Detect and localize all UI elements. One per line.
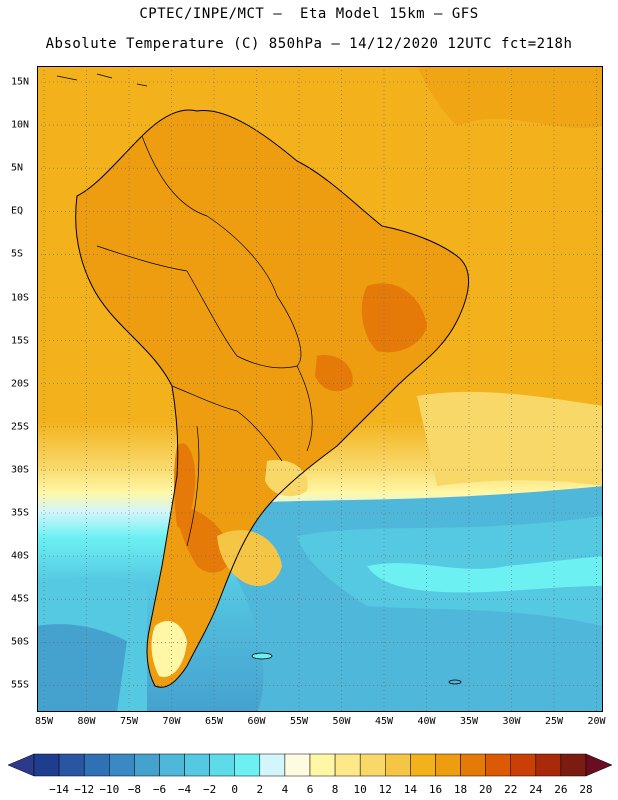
colorbar-label: 0 xyxy=(231,783,239,796)
lon-label: 60W xyxy=(247,716,266,727)
warm-band-atlantic-2 xyxy=(417,66,603,129)
colorbar-low-arrow xyxy=(7,753,35,777)
colorbar-label: 4 xyxy=(281,783,289,796)
cold-patch-south-3 xyxy=(367,556,603,593)
lat-label: 45S xyxy=(11,593,30,605)
lon-label: 65W xyxy=(204,716,224,727)
colorbar-swatch xyxy=(58,753,85,777)
lon-label: 40W xyxy=(417,716,436,727)
lat-label: 50S xyxy=(11,636,30,648)
cool-pocket-uruguay xyxy=(265,460,308,497)
map-title-line2: Absolute Temperature (C) 850hPa – 14/12/… xyxy=(45,36,573,52)
lon-label: 50W xyxy=(332,716,351,727)
colorbar-label: −10 xyxy=(99,783,120,796)
colorbar-label: 2 xyxy=(256,783,264,796)
colorbar-label: −8 xyxy=(127,783,141,796)
lat-label: 15S xyxy=(11,335,30,347)
colorbar-swatch xyxy=(410,753,436,777)
lat-label: 20S xyxy=(11,378,30,390)
falkland-islands xyxy=(251,652,273,660)
colorbar-swatch xyxy=(510,753,537,777)
colorbar-label: −4 xyxy=(177,783,192,796)
colorbar-label: 8 xyxy=(331,783,339,796)
lat-label: 40S xyxy=(11,550,30,562)
colorbar-label: −2 xyxy=(203,783,217,796)
colorbar-label: −6 xyxy=(152,783,167,796)
lat-label: 55S xyxy=(11,679,30,691)
colorbar-label: 10 xyxy=(353,783,367,796)
lat-label: 35S xyxy=(11,507,30,519)
map-frame xyxy=(37,66,603,712)
lon-label: 45W xyxy=(374,716,394,727)
colorbar-swatch xyxy=(435,753,461,777)
colorbar-swatch xyxy=(284,753,311,777)
colorbar-label: 14 xyxy=(403,783,417,796)
colorbar-swatch xyxy=(535,753,562,777)
colorbar-swatch xyxy=(33,753,60,777)
colorbar-swatch xyxy=(385,753,411,777)
lon-label: 20W xyxy=(587,716,606,727)
cold-patch-deep xyxy=(37,624,127,712)
colorbar-swatch xyxy=(560,753,587,777)
lon-label: 80W xyxy=(77,716,96,727)
coastline xyxy=(75,109,470,688)
colorbar-swatch xyxy=(134,753,160,777)
colorbar-label: 20 xyxy=(479,783,493,796)
lat-label: 25S xyxy=(11,421,30,433)
lon-label: 85W xyxy=(34,716,54,727)
hot-spot-brazil-east xyxy=(361,283,427,353)
temperature-map xyxy=(37,66,603,712)
caribbean-islands xyxy=(56,73,148,87)
cool-pocket-tip xyxy=(151,621,187,677)
colorbar-swatch xyxy=(359,753,386,777)
colorbar-swatch xyxy=(334,753,361,777)
hot-spot-brazil-south xyxy=(315,355,353,392)
country-borders xyxy=(96,135,313,547)
lon-label: 35W xyxy=(459,716,479,727)
colorbar-swatch xyxy=(460,753,486,777)
colorbar-label: 24 xyxy=(529,783,543,796)
lon-label: 75W xyxy=(119,716,139,727)
colorbar-label: 28 xyxy=(579,783,593,796)
colorbar-swatch xyxy=(109,753,135,777)
lat-label: 10N xyxy=(11,119,30,131)
colorbar-swatch xyxy=(159,753,185,777)
map-title-line1: CPTEC/INPE/MCT – Eta Model 15km – GFS xyxy=(139,6,479,22)
colorbar-label: 22 xyxy=(504,783,518,796)
lat-label: 5N xyxy=(11,162,24,174)
lat-label: EQ xyxy=(11,205,24,217)
colorbar-swatch xyxy=(309,753,336,777)
colorbar-swatch xyxy=(184,753,210,777)
colorbar-high-arrow xyxy=(585,753,613,777)
colorbar-swatch xyxy=(259,753,286,777)
temperature-colorbar xyxy=(7,753,613,777)
lon-label: 55W xyxy=(289,716,309,727)
lat-label: 5S xyxy=(11,248,24,260)
south-georgia-island xyxy=(448,679,462,685)
colorbar-label: 26 xyxy=(554,783,568,796)
hot-spot-patagonia xyxy=(177,506,232,573)
colorbar-swatch xyxy=(234,753,261,777)
lat-label: 15N xyxy=(11,76,30,88)
colorbar-label: 6 xyxy=(306,783,314,796)
warm-band-atlantic xyxy=(417,391,603,486)
colorbar-swatch xyxy=(485,753,511,777)
lon-label: 30W xyxy=(502,716,521,727)
colorbar-label: −12 xyxy=(74,783,95,796)
lon-label: 70W xyxy=(162,716,181,727)
colorbar-swatch xyxy=(83,753,110,777)
colorbar-swatch xyxy=(209,753,235,777)
lon-label: 25W xyxy=(544,716,564,727)
colorbar-label: 18 xyxy=(453,783,468,796)
lat-label: 10S xyxy=(11,292,30,303)
lat-label: 30S xyxy=(11,464,30,476)
colorbar-label: −14 xyxy=(49,783,70,796)
cool-pocket-argentina xyxy=(217,530,282,586)
colorbar-label: 16 xyxy=(428,783,443,796)
colorbar-label: 12 xyxy=(378,783,392,796)
